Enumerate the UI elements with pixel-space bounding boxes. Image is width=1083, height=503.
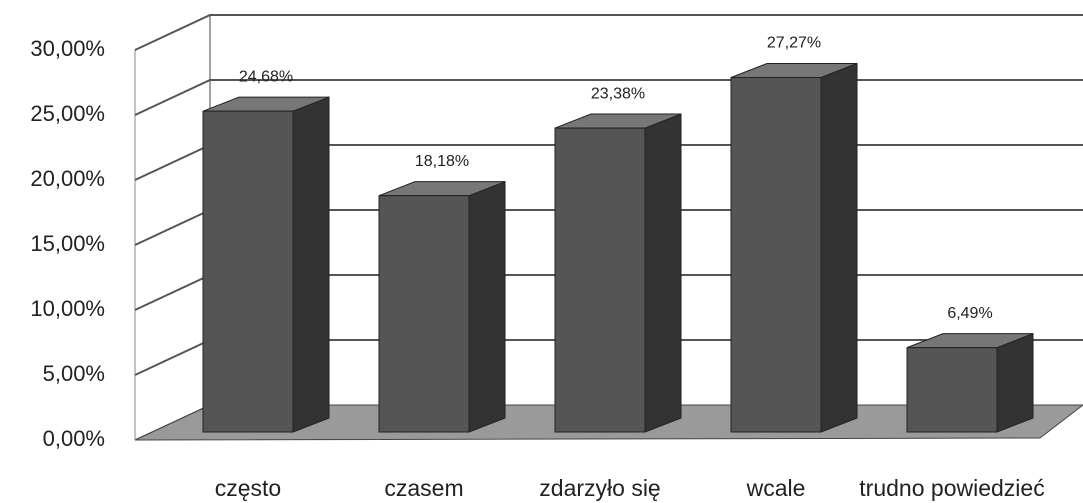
y-tick-label: 30,00% — [30, 36, 105, 61]
x-tick-label: często — [215, 475, 281, 501]
bar-side — [644, 113, 682, 433]
y-tick-label: 10,00% — [30, 296, 105, 321]
y-tick-label: 25,00% — [30, 101, 105, 126]
bar — [202, 110, 294, 433]
y-tick-label: 15,00% — [30, 231, 105, 256]
y-tick-label: 5,00% — [43, 361, 105, 386]
y-tick-label: 0,00% — [43, 426, 105, 451]
bar — [906, 347, 998, 433]
value-label: 18,18% — [415, 153, 469, 170]
value-label: 6,49% — [947, 305, 992, 322]
x-tick-label: zdarzyło się — [539, 475, 660, 501]
bar-side — [468, 180, 506, 433]
x-tick-label: czasem — [384, 475, 463, 501]
x-tick-label: trudno powiedzieć — [859, 475, 1044, 501]
bar-side — [820, 62, 858, 433]
bar — [378, 195, 470, 433]
value-label: 23,38% — [591, 85, 645, 102]
bar — [730, 76, 822, 433]
bar-side — [292, 96, 330, 433]
grid-line — [134, 14, 1083, 51]
bar-side — [996, 332, 1034, 433]
bar — [554, 127, 646, 433]
value-label: 27,27% — [767, 35, 821, 52]
x-tick-label: wcale — [746, 475, 806, 501]
value-label: 24,68% — [239, 68, 293, 85]
y-tick-label: 20,00% — [30, 166, 105, 191]
